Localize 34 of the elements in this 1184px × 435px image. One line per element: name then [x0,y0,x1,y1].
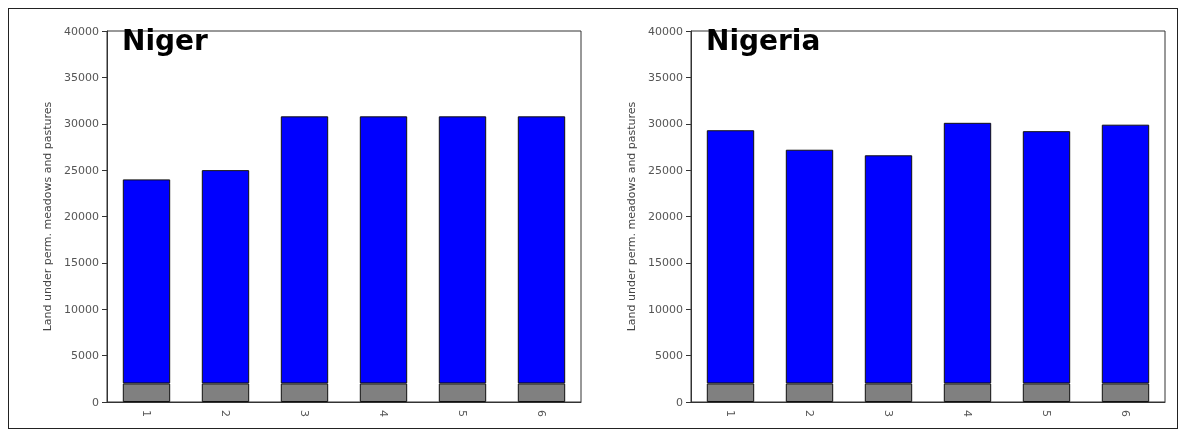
chart-title: Niger [122,23,209,57]
y-tick-label: 25000 [648,163,683,177]
y-tick-label: 5000 [71,349,99,363]
y-tick-label: 5000 [655,349,683,363]
y-tick-label: 20000 [64,210,99,223]
chart-title: Nigeria [706,23,821,57]
x-tick-label: 1 [724,410,737,417]
x-tick-label: 4 [961,410,974,417]
y-axis-title: Land under perm. meadows and pastures [625,101,639,332]
x-tick-label: 3 [882,410,895,417]
y-tick-label: 10000 [648,302,683,316]
x-tick-label: 5 [456,410,469,417]
y-tick-label: 35000 [648,70,683,84]
x-tick-label: 1 [140,410,153,417]
y-tick-label: 40000 [64,24,99,38]
x-tick-label: 6 [1119,410,1132,417]
y-tick-label: 30000 [64,117,99,131]
y-axis-title: Land under perm. meadows and pastures [41,101,55,332]
y-tick-label: 10000 [64,302,99,316]
y-tick-label: 30000 [648,117,683,131]
y-tick-label: 0 [676,395,683,409]
y-tick-label: 20000 [648,210,683,223]
x-tick-label: 3 [298,410,311,417]
y-tick-label: 15000 [64,256,99,270]
y-tick-label: 35000 [64,70,99,84]
x-tick-label: 2 [803,410,816,417]
y-tick-label: 15000 [648,256,683,270]
x-tick-label: 4 [377,410,390,417]
y-tick-label: 40000 [648,24,683,38]
y-tick-label: 25000 [64,163,99,177]
x-tick-label: 2 [219,410,232,417]
x-tick-label: 6 [535,410,548,417]
x-tick-label: 5 [1040,410,1053,417]
y-tick-label: 0 [92,395,99,409]
